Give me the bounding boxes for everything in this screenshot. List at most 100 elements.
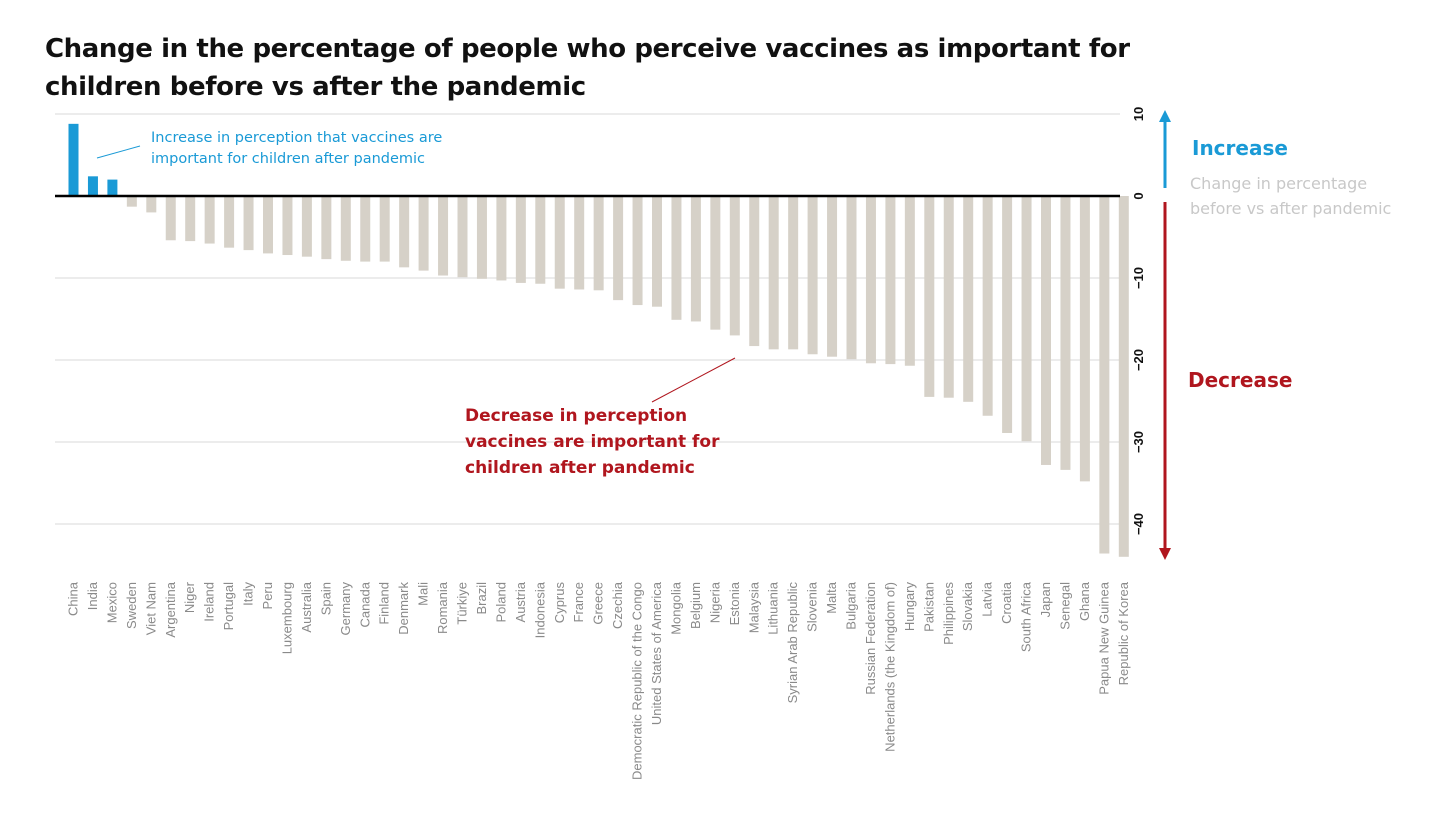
x-tick-label: Luxembourg [279, 582, 294, 654]
x-tick-label: India [85, 581, 100, 610]
bar-11 [282, 196, 293, 256]
bar-22 [496, 196, 507, 281]
y-tick-label: −10 [1131, 267, 1146, 289]
x-tick-label: Czechia [610, 581, 625, 629]
bar-53 [1099, 196, 1110, 554]
legend-decrease-label: Decrease [1188, 368, 1292, 392]
decrease-arrow-icon [1159, 548, 1171, 560]
bar-50 [1041, 196, 1051, 465]
bar-19 [438, 196, 449, 276]
x-tick-label: Cyprus [552, 582, 567, 624]
x-tick-label: Ghana [1077, 581, 1092, 621]
bar-27 [593, 196, 604, 291]
x-tick-label: Italy [241, 582, 256, 606]
x-tick-label: Slovenia [805, 581, 820, 632]
x-tick-label: Pakistan [921, 582, 936, 632]
x-tick-label: Indonesia [532, 581, 547, 638]
bar-21 [476, 196, 487, 279]
bar-43 [904, 196, 915, 366]
bar-29 [632, 196, 643, 306]
x-tick-label: Austria [513, 581, 528, 622]
x-tick-label: Nigeria [707, 581, 722, 623]
bar-25 [554, 196, 565, 289]
bar-34 [729, 196, 740, 336]
bar-26 [574, 196, 585, 290]
y-axis-ticks: 10 0 −10 −20 −30 −40 [1131, 107, 1146, 535]
x-tick-label: United States of America [649, 581, 664, 725]
bar-54 [1118, 196, 1129, 557]
bar-18 [418, 196, 429, 271]
x-tick-label: Australia [299, 581, 314, 632]
x-tick-label: Latvia [980, 581, 995, 616]
y-tick-label: −30 [1131, 431, 1146, 453]
y-tick-label: 10 [1131, 107, 1146, 121]
bar-45 [943, 196, 954, 398]
x-tick-label: Romania [435, 581, 450, 634]
x-tick-label: Mali [416, 582, 431, 606]
x-tick-label: Ireland [202, 582, 217, 622]
x-tick-label: Argentina [163, 581, 178, 637]
x-tick-label: Denmark [396, 582, 411, 635]
x-tick-label: Finland [377, 582, 392, 625]
bar-48 [1002, 196, 1013, 433]
svg-text:Change in percentage bef: Change in percentage before vs after pan… [1190, 174, 1391, 218]
x-tick-label: Spain [318, 582, 333, 615]
bar-39 [827, 196, 838, 357]
bar-33 [710, 196, 721, 330]
decrease-note-line-1: Decrease in perception [465, 406, 687, 426]
x-axis-labels: China India Mexico Sweden Viet Nam Argentina N… [66, 581, 1131, 780]
x-tick-label: Sweden [124, 582, 139, 629]
increase-annotation: Increase in perception that vaccines are… [96, 130, 442, 167]
chart-title: Change in the percentage of people who p… [45, 34, 1130, 102]
x-tick-label: Niger [182, 581, 197, 613]
bar-0 [68, 123, 79, 196]
x-tick-label: Brazil [474, 582, 489, 615]
x-tick-label: Poland [493, 582, 508, 622]
bar-46 [963, 196, 974, 402]
x-tick-label: Portugal [221, 582, 236, 631]
bar-17 [399, 196, 410, 268]
bar-9 [243, 196, 254, 251]
legend-increase-label: Increase [1192, 136, 1288, 160]
x-tick-label: Slovakia [960, 581, 975, 631]
x-tick-label: Canada [357, 581, 372, 627]
x-tick-label: Estonia [727, 581, 742, 625]
decrease-note-line-2: vaccines are important for [465, 432, 720, 452]
x-tick-label: Viet Nam [143, 582, 158, 635]
bars [68, 123, 1129, 557]
bar-5 [165, 196, 176, 241]
bar-36 [768, 196, 779, 350]
bar-51 [1060, 196, 1071, 470]
bar-6 [185, 196, 196, 242]
x-tick-label: Greece [591, 582, 606, 625]
bar-31 [671, 196, 682, 320]
increase-note-line-1: Increase in perception that vaccines are [151, 130, 442, 146]
x-tick-label: Russian Federation [863, 582, 878, 695]
bar-16 [379, 196, 390, 262]
bar-13 [321, 196, 332, 260]
bar-15 [360, 196, 371, 262]
bar-37 [788, 196, 799, 350]
bar-40 [846, 196, 857, 360]
bar-47 [982, 196, 993, 416]
x-tick-label: Mongolia [668, 581, 683, 635]
bar-44 [924, 196, 935, 397]
y-tick-label: −40 [1131, 513, 1146, 535]
svg-text:Decrease in perception v: Decrease in perception vaccines are impo… [465, 406, 725, 478]
legend: Increase Change in percentage before vs … [1159, 110, 1391, 560]
bar-2 [107, 179, 118, 196]
bar-1 [87, 176, 98, 196]
x-tick-label: Senegal [1057, 582, 1072, 630]
y-tick-label: −20 [1131, 349, 1146, 371]
bar-32 [690, 196, 701, 322]
bar-24 [535, 196, 546, 284]
x-tick-label: Bulgaria [844, 581, 859, 629]
bar-10 [263, 196, 273, 254]
x-tick-label: Peru [260, 582, 275, 609]
x-tick-label: Republic of Korea [1116, 581, 1131, 685]
bar-3 [126, 196, 137, 207]
bar-28 [613, 196, 624, 301]
x-tick-label: Malta [824, 581, 839, 614]
x-tick-label: Lithuania [766, 581, 781, 635]
